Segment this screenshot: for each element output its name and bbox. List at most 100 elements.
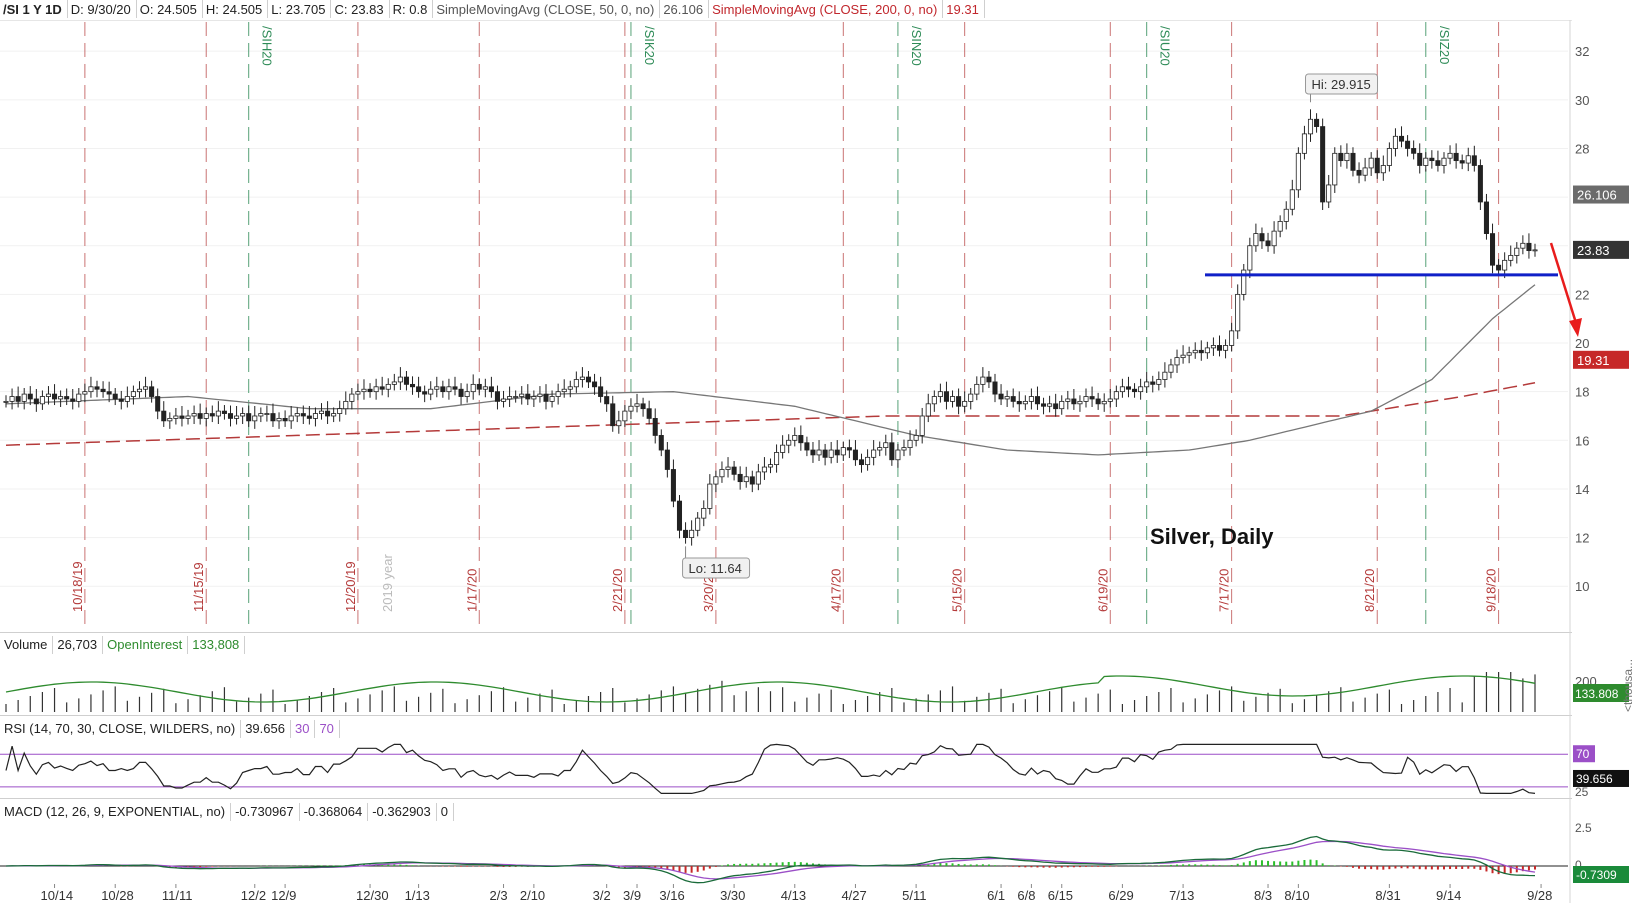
candle-body xyxy=(865,456,871,466)
contract-label: /SIN20 xyxy=(909,26,924,66)
candle-body xyxy=(1429,157,1435,162)
candle-body xyxy=(937,391,943,397)
candle-body xyxy=(246,413,252,422)
candle-body xyxy=(1301,133,1307,154)
candle-body xyxy=(1344,152,1350,162)
sma50-price-tag-bg xyxy=(1573,185,1629,204)
candle-body xyxy=(743,476,749,483)
last-price-tag-bg xyxy=(1573,240,1629,259)
candle-body xyxy=(440,386,446,393)
event-date-label: 1/17/20 xyxy=(464,569,479,612)
candle-body xyxy=(403,376,409,385)
x-axis-label: 2/10 xyxy=(520,888,545,903)
candle-body xyxy=(968,393,974,402)
x-axis-label: 8/10 xyxy=(1284,888,1309,903)
candle-body xyxy=(810,449,816,456)
rsi-70-tag: 70 xyxy=(1576,747,1590,761)
volume-study-label[interactable]: Volume xyxy=(0,636,54,654)
candle-body xyxy=(118,398,124,402)
candle-body xyxy=(871,449,877,458)
candle-body xyxy=(240,413,246,417)
rsi-value: 39.656 xyxy=(241,720,291,738)
hi-callout-label: Hi: 29.915 xyxy=(1312,77,1371,92)
sma50-value: 26.106 xyxy=(660,0,710,18)
hi-callout-box xyxy=(1305,73,1379,95)
x-axis-label: 10/28 xyxy=(101,888,134,903)
candle-body xyxy=(100,388,106,393)
x-axis-label: 3/9 xyxy=(623,888,641,903)
candle-body xyxy=(355,391,361,395)
candle-body xyxy=(149,386,155,397)
candle-body xyxy=(1307,118,1314,135)
candle-body xyxy=(707,483,713,509)
candle-body xyxy=(1374,157,1380,174)
candle-body xyxy=(3,400,9,403)
sma50-study-label[interactable]: SimpleMovingAvg (CLOSE, 50, 0, no) xyxy=(433,0,661,18)
event-date-label: 6/19/20 xyxy=(1095,569,1110,612)
open-interest-label[interactable]: OpenInterest xyxy=(103,636,189,654)
candle-body xyxy=(1125,386,1132,390)
contract-label: /SIK20 xyxy=(642,26,657,65)
candle-body xyxy=(1216,345,1223,351)
candle-body xyxy=(1380,165,1386,174)
candle-body xyxy=(652,418,658,436)
close-label: C: 23.83 xyxy=(331,0,390,18)
symbol-label[interactable]: /SI 1 Y 1D xyxy=(0,0,68,18)
candle-body xyxy=(792,435,798,441)
candle-body xyxy=(1229,330,1235,346)
candle-body xyxy=(52,393,58,400)
macd-study-label[interactable]: MACD (12, 26, 9, EXPONENTIAL, no) xyxy=(0,803,232,821)
candle-body xyxy=(203,413,209,419)
candle-body xyxy=(1204,347,1210,354)
candle-body xyxy=(719,469,725,478)
x-axis-label: 2/3 xyxy=(490,888,508,903)
candle-body xyxy=(598,386,604,397)
candle-body xyxy=(634,403,640,407)
candle-body xyxy=(1405,140,1411,149)
candle-body xyxy=(616,420,622,427)
candle-body xyxy=(349,393,355,402)
candle-body xyxy=(604,396,610,405)
candle-body xyxy=(513,396,519,398)
macd-header: MACD (12, 26, 9, EXPONENTIAL, no) -0.7309… xyxy=(0,803,454,821)
candle-body xyxy=(167,418,173,422)
oi-tag: 133.808 xyxy=(1575,687,1619,701)
candle-body xyxy=(1423,157,1429,166)
candle-body xyxy=(901,447,907,451)
event-date-label: 12/20/19 xyxy=(343,561,358,612)
candle-body xyxy=(264,413,270,415)
candle-body xyxy=(58,396,64,400)
candle-body xyxy=(130,391,136,397)
candle-body xyxy=(1386,148,1392,166)
candle-body xyxy=(1192,349,1198,354)
candle-body xyxy=(70,398,76,402)
price-tick-label: 12 xyxy=(1575,531,1589,546)
candle-body xyxy=(1271,230,1277,247)
candle-body xyxy=(482,386,488,390)
candle-body xyxy=(82,391,88,395)
candle-body xyxy=(1186,352,1192,356)
sma200-study-label[interactable]: SimpleMovingAvg (CLOSE, 200, 0, no) xyxy=(709,0,944,18)
candle-body xyxy=(209,413,215,417)
price-panel-separator[interactable] xyxy=(0,632,1572,633)
candle-body xyxy=(391,381,397,385)
candle-body xyxy=(622,410,628,422)
x-axis-label: 4/27 xyxy=(841,888,866,903)
volume-panel-separator[interactable] xyxy=(0,715,1572,716)
candle-body xyxy=(185,415,191,419)
event-date-label: 11/15/19 xyxy=(191,562,206,612)
event-date-label: 3/20/20 xyxy=(701,569,716,612)
candle-body xyxy=(1398,135,1405,142)
candle-body xyxy=(1435,160,1441,166)
rsi-panel-separator[interactable] xyxy=(0,798,1572,799)
x-axis-label: 6/1 xyxy=(987,888,1005,903)
candle-body xyxy=(1320,126,1326,203)
candle-body xyxy=(373,386,379,393)
candle-body xyxy=(1022,400,1028,405)
candle-body xyxy=(664,449,670,470)
candle-body xyxy=(1289,189,1295,210)
candle-body xyxy=(215,410,221,417)
rsi-study-label[interactable]: RSI (14, 70, 30, CLOSE, WILDERS, no) xyxy=(0,720,242,738)
macd-value-2: -0.368064 xyxy=(300,803,369,821)
